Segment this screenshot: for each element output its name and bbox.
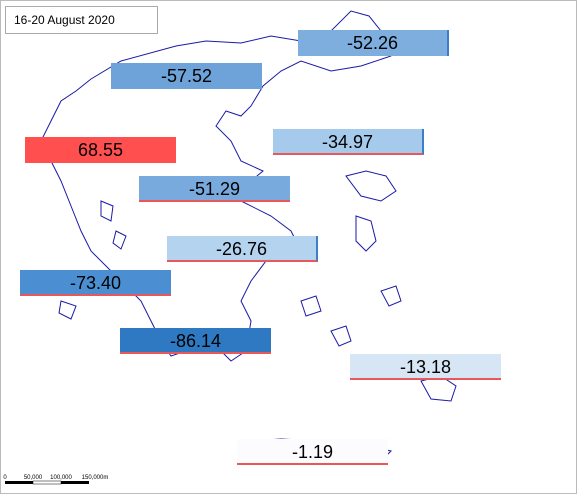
region-label: -73.40 (20, 270, 171, 296)
region-label: -51.29 (139, 176, 290, 202)
region-label: -57.52 (111, 63, 262, 89)
scale-label: 50,000 (24, 475, 43, 481)
scale-label: 150,000m (82, 475, 109, 481)
scale-segment (5, 481, 33, 484)
region-label: -1.19 (237, 439, 388, 465)
scale-label: 100,000 (50, 475, 72, 481)
region-label: -86.14 (120, 328, 271, 354)
region-label: -52.26 (298, 30, 449, 56)
scale-segment (61, 481, 89, 484)
scale-label: 0 (3, 475, 7, 481)
region-label: -34.97 (273, 129, 424, 155)
region-label: 68.55 (25, 137, 176, 163)
region-label: -13.18 (350, 354, 501, 380)
title: 16-20 August 2020 (5, 6, 158, 34)
scale-segment (32, 480, 62, 485)
scale-bar: 0 50,000 100,000 150,000m (3, 475, 109, 485)
region-label: -26.76 (167, 236, 318, 262)
